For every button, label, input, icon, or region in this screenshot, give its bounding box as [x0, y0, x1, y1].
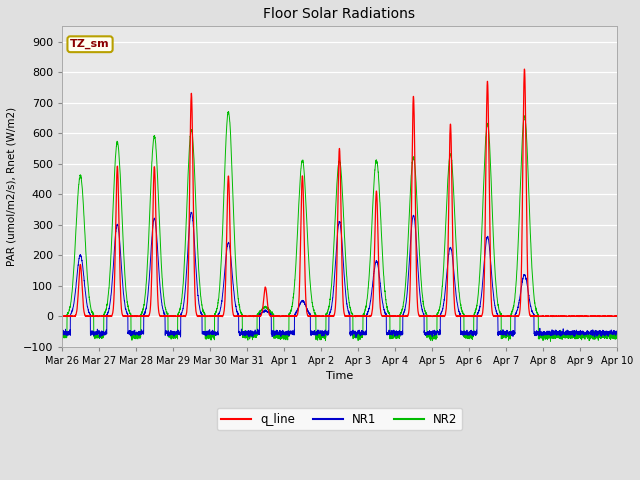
Line: q_line: q_line [62, 69, 617, 317]
Line: NR2: NR2 [62, 111, 617, 341]
NR2 [225, 108, 232, 114]
Legend: q_line, NR1, NR2: q_line, NR1, NR2 [217, 408, 462, 431]
NR2 [547, 338, 554, 344]
q_line [613, 313, 621, 319]
NR2 [464, 336, 472, 341]
NR2 [613, 333, 621, 338]
Y-axis label: PAR (umol/m2/s), Rnet (W/m2): PAR (umol/m2/s), Rnet (W/m2) [7, 107, 17, 266]
q_line [464, 313, 472, 319]
NR2 [158, 267, 166, 273]
X-axis label: Time: Time [326, 371, 353, 381]
NR1 [352, 335, 360, 340]
q_line [319, 313, 326, 319]
Title: Floor Solar Radiations: Floor Solar Radiations [264, 7, 415, 21]
q_line [58, 313, 66, 319]
q_line [495, 313, 503, 319]
NR2 [58, 333, 66, 339]
NR2 [433, 311, 441, 317]
NR1 [433, 330, 441, 336]
NR2 [319, 334, 326, 340]
NR1 [613, 329, 621, 335]
NR1 [319, 329, 326, 335]
q_line [612, 313, 620, 319]
NR1 [158, 300, 166, 305]
NR1 [58, 331, 66, 337]
NR2 [495, 308, 503, 314]
Text: TZ_sm: TZ_sm [70, 39, 110, 49]
NR1 [612, 330, 620, 336]
q_line [520, 66, 528, 72]
NR2 [612, 331, 620, 337]
q_line [158, 313, 166, 319]
NR1 [188, 209, 195, 215]
NR1 [495, 331, 503, 336]
q_line [352, 314, 360, 320]
q_line [433, 313, 441, 319]
NR1 [464, 331, 472, 336]
Line: NR1: NR1 [62, 212, 617, 337]
